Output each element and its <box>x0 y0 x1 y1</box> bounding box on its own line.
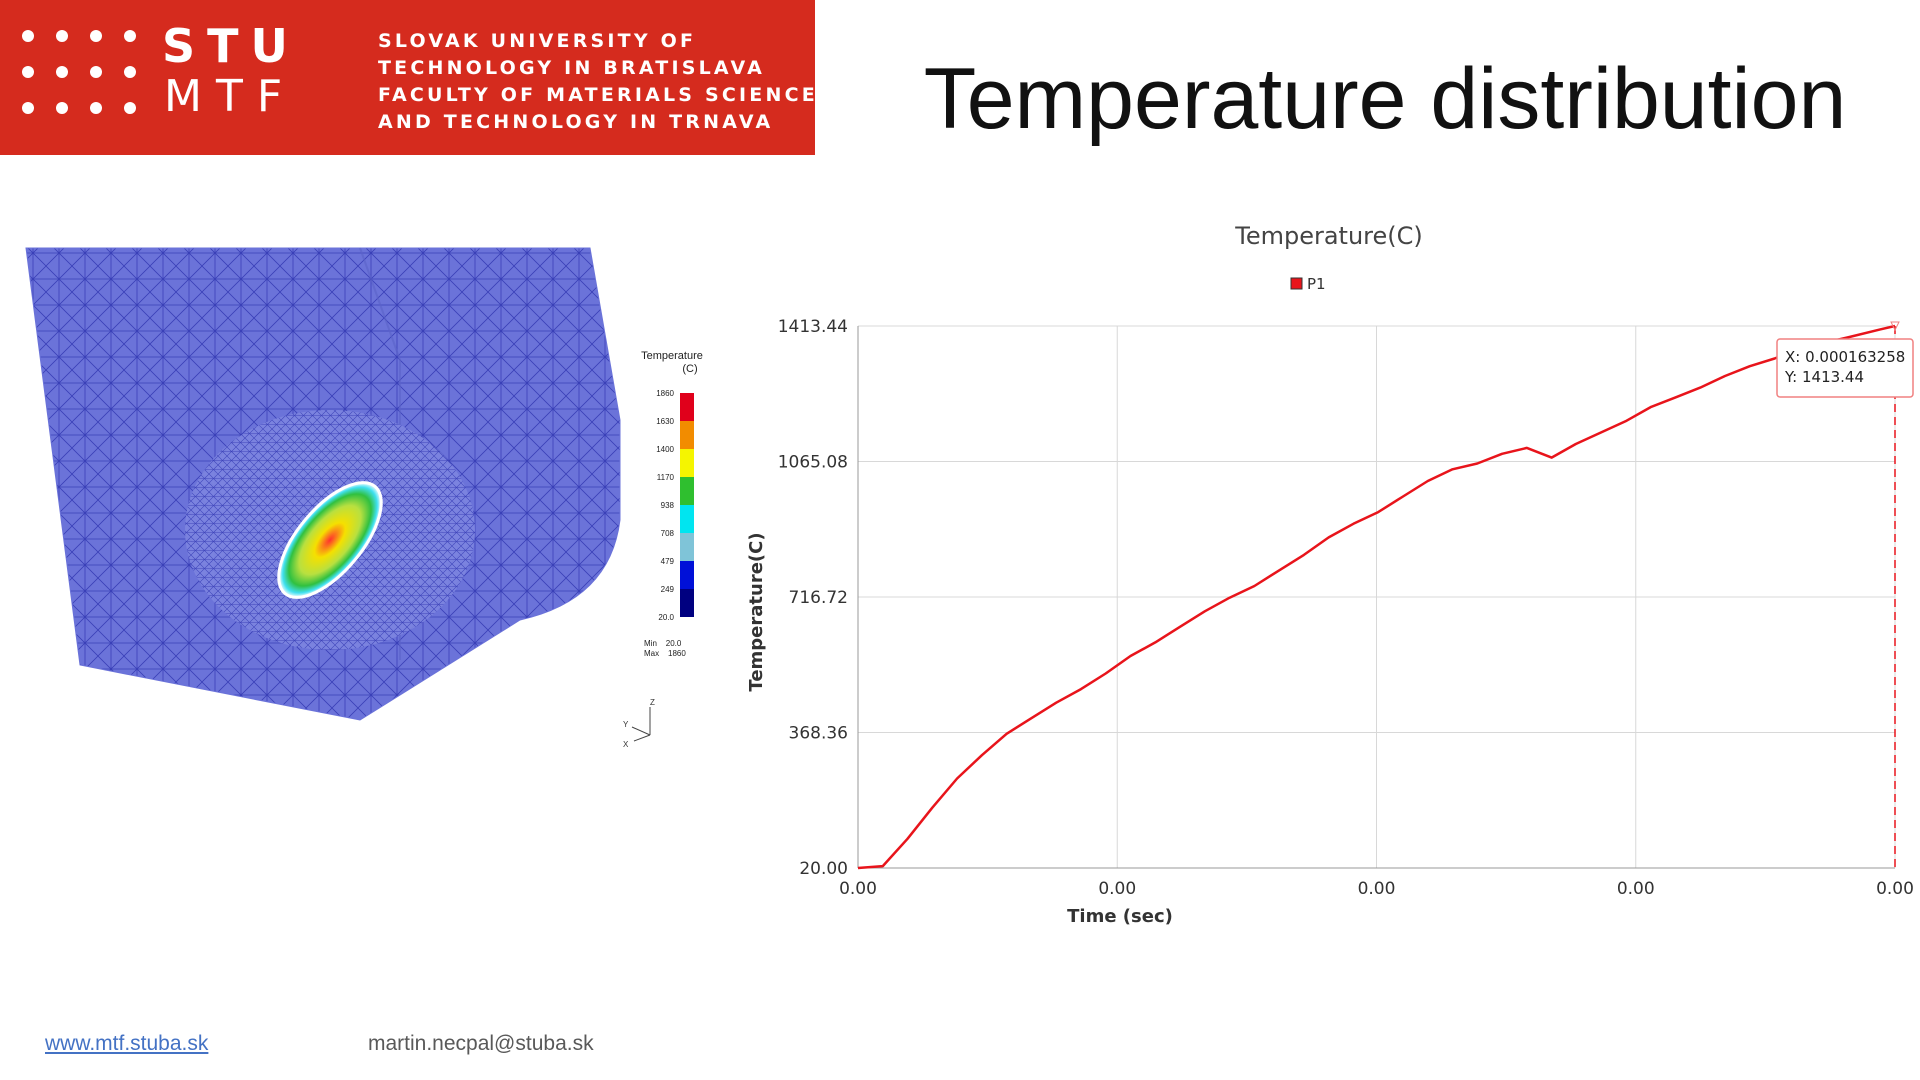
y-axis-label: Temperature(C) <box>746 532 767 691</box>
min-max-readout: Min 20.0 Max 1860 <box>644 639 686 659</box>
legend-swatch <box>1290 277 1303 290</box>
tooltip-box <box>1776 338 1914 398</box>
simulation-figure: Temperature (C) 1860 1630 1400 1170 938 … <box>20 240 720 750</box>
min-value: 20.0 <box>665 639 682 648</box>
scale-swatch <box>680 561 694 589</box>
chart-svg: Temperature(C) P1 20.00 368.36 716.72 1065.… <box>746 222 1914 927</box>
axis-z-label: Z <box>650 698 655 707</box>
series-line-p1 <box>857 324 1896 870</box>
x-tick-label: 0.00 <box>1358 879 1396 899</box>
x-tick-labels: 0.00 0.00 0.00 0.00 0.00 <box>839 879 1914 899</box>
scale-label: 1400 <box>656 445 674 454</box>
scale-swatch <box>680 477 694 505</box>
y-tick-label: 368.36 <box>789 724 848 744</box>
series-layer <box>857 321 1900 870</box>
chart-title: Temperature(C) <box>1234 222 1423 250</box>
scale-labels: 1860 1630 1400 1170 938 708 479 249 20.0 <box>640 389 674 625</box>
y-tick-label: 1413.44 <box>778 317 848 337</box>
university-line: SLOVAK UNIVERSITY OF <box>378 30 697 52</box>
temperature-chart: Temperature(C) P1 20.00 368.36 716.72 1065.… <box>740 200 1920 940</box>
scale-label: 249 <box>660 585 674 594</box>
max-value: 1860 <box>668 649 686 658</box>
scale-label: 479 <box>660 557 674 566</box>
tooltip-x-text: X: 0.000163258 <box>1785 348 1905 366</box>
axis-triad-icon: Z Y X <box>623 698 655 749</box>
axis-y-label: Y <box>623 720 629 729</box>
university-line: FACULTY OF MATERIALS SCIENCE <box>378 84 818 106</box>
y-tick-label: 20.00 <box>799 859 848 879</box>
scale-label: 1860 <box>656 389 674 398</box>
website-link[interactable]: www.mtf.stuba.sk <box>45 1032 209 1055</box>
logo-dot-grid <box>22 30 142 120</box>
scale-label: 938 <box>660 501 674 510</box>
data-tooltip: X: 0.000163258 Y: 1413.44 <box>1776 338 1914 398</box>
y-tick-labels: 20.00 368.36 716.72 1065.08 1413.44 <box>778 317 848 879</box>
contact-email: martin.necpal@stuba.sk <box>368 1032 594 1055</box>
weld-hot-zone <box>277 481 383 599</box>
scale-swatch <box>680 505 694 533</box>
scale-swatch <box>680 449 694 477</box>
logo-stu-text: STU <box>162 19 300 73</box>
legend-series-name: P1 <box>1307 275 1326 293</box>
y-tick-label: 1065.08 <box>778 453 848 473</box>
color-scale-legend: Temperature (C) <box>632 350 712 376</box>
data-point-marker <box>1890 321 1900 332</box>
x-tick-label: 0.00 <box>1098 879 1136 899</box>
legend-title: Temperature <box>641 350 703 362</box>
x-tick-label: 0.00 <box>1617 879 1655 899</box>
slide-title: Temperature distribution <box>923 51 1847 147</box>
max-label: Max <box>644 649 660 658</box>
scale-label: 1630 <box>656 417 674 426</box>
x-tick-label: 0.00 <box>839 879 877 899</box>
scale-swatch <box>680 589 694 617</box>
scale-label: 708 <box>660 529 674 538</box>
scale-swatch <box>680 533 694 561</box>
color-scale-bar <box>680 393 694 617</box>
university-line: TECHNOLOGY IN BRATISLAVA <box>378 57 766 79</box>
university-line: AND TECHNOLOGY IN TRNAVA <box>378 111 774 133</box>
scale-swatch <box>680 421 694 449</box>
university-header-band: STU MTF SLOVAK UNIVERSITY OF TECHNOLOGY … <box>0 0 815 155</box>
scale-label: 1170 <box>656 473 674 482</box>
x-axis-label: Time (sec) <box>1067 906 1173 927</box>
axis-x-label: X <box>623 740 629 749</box>
scale-label: 20.0 <box>658 613 674 622</box>
scale-swatch <box>680 393 694 421</box>
gridlines <box>857 325 1896 869</box>
university-name: SLOVAK UNIVERSITY OF TECHNOLOGY IN BRATI… <box>378 28 818 136</box>
min-label: Min <box>644 639 657 648</box>
tooltip-y-text: Y: 1413.44 <box>1784 368 1864 386</box>
logo-mtf-text: MTF <box>164 71 297 122</box>
mesh-render <box>25 247 621 721</box>
y-tick-label: 716.72 <box>789 588 848 608</box>
legend-unit: (C) <box>682 363 698 375</box>
x-tick-label: 0.00 <box>1876 879 1914 899</box>
